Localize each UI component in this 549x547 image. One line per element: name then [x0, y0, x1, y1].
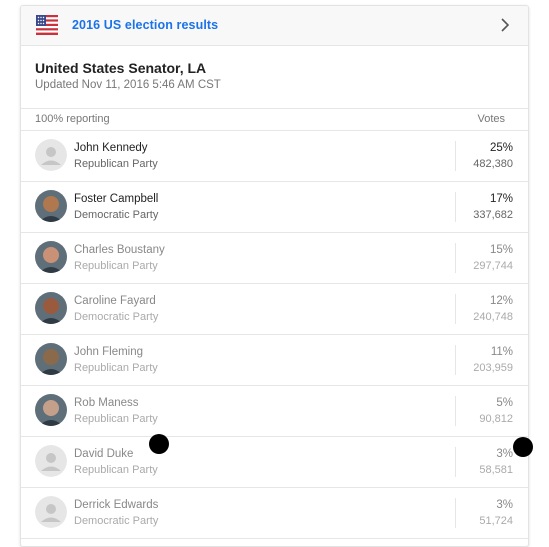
vote-percent: 15%: [489, 244, 513, 256]
vote-count: 51,724: [479, 515, 513, 527]
candidate-party: Democratic Party: [74, 209, 159, 221]
candidate-row[interactable]: David Duke Republican Party 3% 58,581: [21, 437, 528, 488]
vote-count: 58,581: [479, 464, 513, 476]
candidate-party: Democratic Party: [74, 515, 159, 527]
column-divider: [455, 141, 456, 171]
candidate-name: Rob Maness: [74, 397, 139, 409]
column-divider: [455, 345, 456, 375]
marker-dot: [149, 434, 169, 454]
updated-timestamp: Updated Nov 11, 2016 5:46 AM CST: [35, 79, 221, 91]
candidate-photo: [35, 394, 67, 426]
candidate-photo: [35, 343, 67, 375]
candidate-row[interactable]: John Kennedy Republican Party 25% 482,380: [21, 131, 528, 182]
column-divider: [455, 396, 456, 426]
banner-title[interactable]: 2016 US election results: [72, 18, 219, 32]
vote-percent: 17%: [489, 193, 513, 205]
candidate-photo: [35, 292, 67, 324]
vote-percent: 12%: [489, 295, 513, 307]
candidate-name: John Kennedy: [74, 142, 148, 154]
vote-percent: 5%: [496, 397, 513, 409]
candidate-row[interactable]: John Fleming Republican Party 11% 203,959: [21, 335, 528, 386]
candidate-name: Derrick Edwards: [74, 499, 159, 511]
candidate-row[interactable]: Derrick Edwards Democratic Party 3% 51,724: [21, 488, 528, 539]
candidate-list: John Kennedy Republican Party 25% 482,380 Fo…: [21, 131, 528, 539]
candidate-row[interactable]: Caroline Fayard Democratic Party 12% 240,74…: [21, 284, 528, 335]
candidate-party: Republican Party: [74, 413, 158, 425]
candidate-name: Charles Boustany: [74, 244, 165, 256]
column-divider: [455, 498, 456, 528]
candidate-name: David Duke: [74, 448, 134, 460]
candidate-party: Democratic Party: [74, 311, 159, 323]
votes-header: Votes: [477, 113, 505, 125]
vote-count: 203,959: [473, 362, 513, 374]
candidate-photo: [35, 190, 67, 222]
candidate-party: Republican Party: [74, 260, 158, 272]
race-title: United States Senator, LA: [35, 60, 207, 76]
candidate-party: Republican Party: [74, 362, 158, 374]
vote-percent: 3%: [496, 448, 513, 460]
column-divider: [455, 447, 456, 477]
candidate-photo: [35, 241, 67, 273]
candidate-name: John Fleming: [74, 346, 144, 358]
candidate-name: Caroline Fayard: [74, 295, 156, 307]
vote-count: 482,380: [473, 158, 513, 170]
candidate-party: Republican Party: [74, 158, 158, 170]
column-divider: [455, 294, 456, 324]
vote-percent: 11%: [490, 346, 513, 358]
election-results-card: 2016 US election results United States S…: [20, 5, 529, 547]
vote-count: 240,748: [473, 311, 513, 323]
us-flag-icon: [36, 15, 58, 35]
vote-percent: 25%: [489, 142, 513, 154]
vote-count: 337,682: [473, 209, 513, 221]
column-header: 100% reporting Votes: [21, 109, 528, 131]
avatar-placeholder-icon: [35, 496, 67, 528]
marker-dot: [513, 437, 533, 457]
candidate-name: Foster Campbell: [74, 193, 159, 205]
vote-count: 297,744: [473, 260, 513, 272]
vote-percent: 3%: [496, 499, 513, 511]
reporting-label: 100% reporting: [35, 113, 110, 125]
column-divider: [455, 192, 456, 222]
vote-count: 90,812: [479, 413, 513, 425]
chevron-right-icon[interactable]: [500, 18, 510, 32]
election-banner[interactable]: 2016 US election results: [21, 6, 528, 46]
column-divider: [455, 243, 456, 273]
candidate-row[interactable]: Charles Boustany Republican Party 15% 297,7…: [21, 233, 528, 284]
avatar-placeholder-icon: [35, 445, 67, 477]
race-header: United States Senator, LA Updated Nov 11…: [21, 46, 528, 109]
candidate-party: Republican Party: [74, 464, 158, 476]
candidate-row[interactable]: Foster Campbell Democratic Party 17% 337,68…: [21, 182, 528, 233]
avatar-placeholder-icon: [35, 139, 67, 171]
candidate-row[interactable]: Rob Maness Republican Party 5% 90,812: [21, 386, 528, 437]
